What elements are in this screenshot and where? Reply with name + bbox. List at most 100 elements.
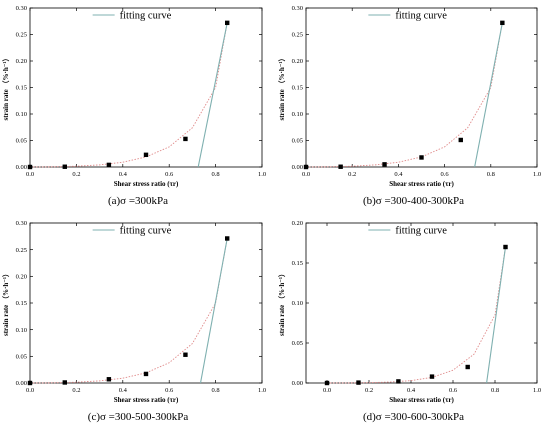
x-tick-label: 0.8	[212, 171, 220, 178]
data-point	[503, 244, 508, 250]
chart-panel-4: 0.0 0.2 0.4 0.6 0.8 1.0 0.00 0.05 0.10 0.15 0.20 Sh…	[278, 220, 541, 423]
legend-label: fitting curve	[120, 11, 172, 22]
x-tick-label: 0.4	[407, 387, 416, 394]
chart-panel-3: 0.0 0.2 0.4 0.6 0.8 1.0 0.00 0.05 0.10 0.15 0.20 0.…	[2, 220, 266, 423]
y-tick-label: 0.15	[292, 85, 303, 92]
data-point	[183, 136, 188, 142]
data-point	[324, 380, 330, 386]
x-tick-label: 0.2	[348, 171, 356, 178]
legend-label: fitting curve	[395, 11, 447, 22]
y-tick-label: 0.20	[16, 274, 27, 281]
x-tick-label: 0.4	[119, 387, 128, 394]
legend-label: fitting curve	[395, 226, 447, 237]
x-tick-label: 0.6	[441, 171, 450, 178]
plot-frame	[305, 222, 538, 384]
exp-fit-curve	[326, 246, 506, 384]
x-tick-label: 0.8	[491, 387, 499, 394]
x-axis-label: Shear stress ratio (τr)	[114, 180, 179, 188]
y-tick-label: 0.20	[292, 58, 303, 65]
data-point	[143, 152, 149, 158]
data-point	[465, 364, 470, 370]
legend-label: fitting curve	[120, 226, 172, 237]
x-tick-label: 0.0	[323, 387, 331, 394]
y-tick-label: 0.05	[16, 354, 27, 361]
data-point	[62, 164, 67, 169]
y-tick-label: 0.05	[292, 138, 303, 145]
y-tick-label: 0.15	[292, 260, 303, 267]
x-tick-label: 0.6	[165, 387, 174, 394]
data-point	[225, 20, 230, 26]
x-tick-label: 0.8	[487, 171, 495, 178]
y-tick-label: 0.05	[16, 138, 27, 145]
data-point	[382, 162, 387, 167]
panel-caption: (c)σ =300-500-300kPa	[88, 411, 189, 423]
y-tick-label: 0.15	[16, 300, 27, 307]
x-tick-label: 0.0	[26, 171, 34, 178]
data-point	[106, 377, 112, 382]
y-tick-label: 0.10	[292, 111, 303, 118]
data-point	[429, 374, 435, 379]
plot-frame	[29, 222, 263, 384]
data-point	[27, 164, 33, 170]
y-tick-label: 0.10	[292, 300, 303, 307]
x-tick-label: 0.2	[72, 387, 80, 394]
data-point	[183, 352, 188, 357]
data-point	[225, 236, 230, 241]
data-point	[143, 371, 149, 377]
data-point	[458, 137, 463, 143]
y-tick-label: 0.30	[16, 220, 27, 227]
exp-fit-curve	[305, 22, 503, 168]
y-tick-label: 0.30	[292, 5, 303, 12]
y-tick-label: 0.25	[16, 247, 27, 254]
y-tick-label: 0.25	[16, 32, 27, 39]
y-tick-label: 0.00	[292, 380, 303, 387]
y-tick-label: 0.00	[16, 164, 27, 171]
data-point	[396, 379, 401, 384]
y-axis-label: strain rate （%·h⁻¹）	[2, 270, 10, 336]
y-tick-label: 0.10	[16, 327, 27, 334]
y-axis-label: strain rate （%·h⁻¹）	[2, 54, 10, 120]
data-point	[356, 380, 361, 385]
data-point	[303, 164, 309, 170]
x-tick-label: 0.8	[212, 387, 220, 394]
data-point	[338, 164, 343, 169]
x-tick-label: 0.2	[72, 171, 80, 178]
x-axis-label: Shear stress ratio (τr)	[389, 180, 454, 188]
y-axis-label: strain rate （%·h⁻¹）	[278, 54, 286, 120]
x-tick-label: 0.6	[449, 387, 458, 394]
fitting-curve-line	[474, 22, 503, 168]
data-point	[27, 380, 33, 386]
fitting-curve-line	[486, 246, 507, 384]
y-tick-label: 0.25	[292, 32, 303, 39]
panel-caption: (a)σ =300kPa	[108, 195, 168, 207]
x-tick-label: 1.0	[258, 171, 266, 178]
x-axis-label: Shear stress ratio (τr)	[389, 396, 454, 404]
x-tick-label: 0.0	[302, 171, 310, 178]
y-tick-label: 0.20	[292, 220, 303, 227]
panel-caption: (b)σ =300-400-300kPa	[363, 195, 464, 207]
data-point	[106, 162, 112, 168]
data-point	[419, 155, 424, 160]
plot-frame	[29, 7, 263, 168]
y-tick-label: 0.15	[16, 85, 27, 92]
data-point	[500, 20, 505, 26]
x-tick-label: 1.0	[533, 171, 541, 178]
x-tick-label: 0.0	[26, 387, 34, 394]
y-axis-label: strain rate （%·h⁻¹）	[278, 270, 286, 336]
x-tick-label: 0.4	[119, 171, 128, 178]
chart-panel-1: 0.0 0.2 0.4 0.6 0.8 1.0 0.00 0.05 0.10 0.15 0.20 0.…	[2, 5, 266, 207]
exp-fit-curve	[29, 238, 228, 384]
fitting-curve-line	[197, 22, 228, 168]
chart-panel-2: 0.0 0.2 0.4 0.6 0.8 1.0 0.00 0.05 0.10 0.15 0.20 0.…	[278, 5, 541, 207]
y-tick-label: 0.20	[16, 58, 27, 65]
fitting-curve-line	[199, 238, 228, 384]
panel-caption: (d)σ =300-600-300kPa	[363, 411, 464, 423]
x-tick-label: 1.0	[258, 387, 266, 394]
y-tick-label: 0.30	[16, 5, 27, 12]
x-tick-label: 0.2	[365, 387, 373, 394]
data-point	[62, 380, 67, 385]
x-tick-label: 0.4	[394, 171, 403, 178]
y-tick-label: 0.10	[16, 111, 27, 118]
y-tick-label: 0.00	[292, 164, 303, 171]
